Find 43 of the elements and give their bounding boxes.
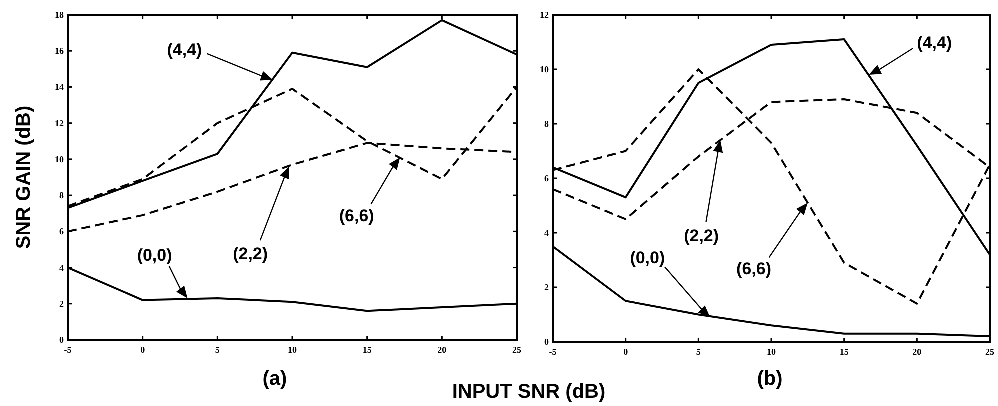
x-tick-label: 20 xyxy=(438,345,448,355)
annotation: (6,6) xyxy=(339,206,374,226)
text: (b) xyxy=(757,368,783,390)
x-axis-title: INPUT SNR (dB) xyxy=(452,381,606,403)
y-tick-label: 18 xyxy=(55,10,64,20)
y-tick-label: 2 xyxy=(60,298,64,309)
annotation: (0,0) xyxy=(630,248,666,268)
annotation: (4,4) xyxy=(167,40,202,60)
y-tick-label: 2 xyxy=(544,282,550,292)
y-tick-label: 4 xyxy=(60,262,64,273)
annotation: (4,4) xyxy=(917,33,952,52)
y-axis-title: SNR GAIN (dB) xyxy=(13,106,35,250)
x-tick-label: 10 xyxy=(288,345,298,355)
text: (a) xyxy=(262,368,288,390)
y-tick-label: 8 xyxy=(60,190,64,201)
x-tick-label: 25 xyxy=(986,347,995,357)
x-tick-label: -5 xyxy=(64,345,72,355)
x-tick-label: 0 xyxy=(140,345,146,355)
y-tick-label: 0 xyxy=(544,337,550,347)
y-tick-label: 6 xyxy=(544,174,550,184)
annotation: (2,2) xyxy=(684,226,720,246)
y-tick-label: 4 xyxy=(544,228,550,238)
y-tick-label: 6 xyxy=(60,226,64,237)
x-tick-label: 15 xyxy=(840,347,850,357)
annotation: (2,2) xyxy=(233,244,268,264)
x-tick-label: 15 xyxy=(362,345,372,355)
y-tick-label: 8 xyxy=(544,119,550,129)
y-tick-label: 0 xyxy=(60,335,64,345)
x-tick-label: 10 xyxy=(767,347,776,357)
x-tick-label: 20 xyxy=(912,347,922,357)
x-tick-label: -5 xyxy=(549,347,558,357)
x-tick-label: 25 xyxy=(512,345,522,355)
x-tick-label: 5 xyxy=(215,345,220,355)
y-tick-label: 10 xyxy=(540,64,550,74)
y-tick-label: 14 xyxy=(55,82,64,92)
x-tick-label: 0 xyxy=(624,347,629,357)
annotation: (6,6) xyxy=(736,259,772,278)
y-tick-label: 16 xyxy=(55,46,64,56)
y-tick-label: 12 xyxy=(540,10,550,20)
y-tick-label: 12 xyxy=(55,118,64,128)
y-tick-label: 10 xyxy=(55,154,64,164)
x-tick-label: 5 xyxy=(696,347,702,357)
annotation: (0,0) xyxy=(137,246,172,266)
